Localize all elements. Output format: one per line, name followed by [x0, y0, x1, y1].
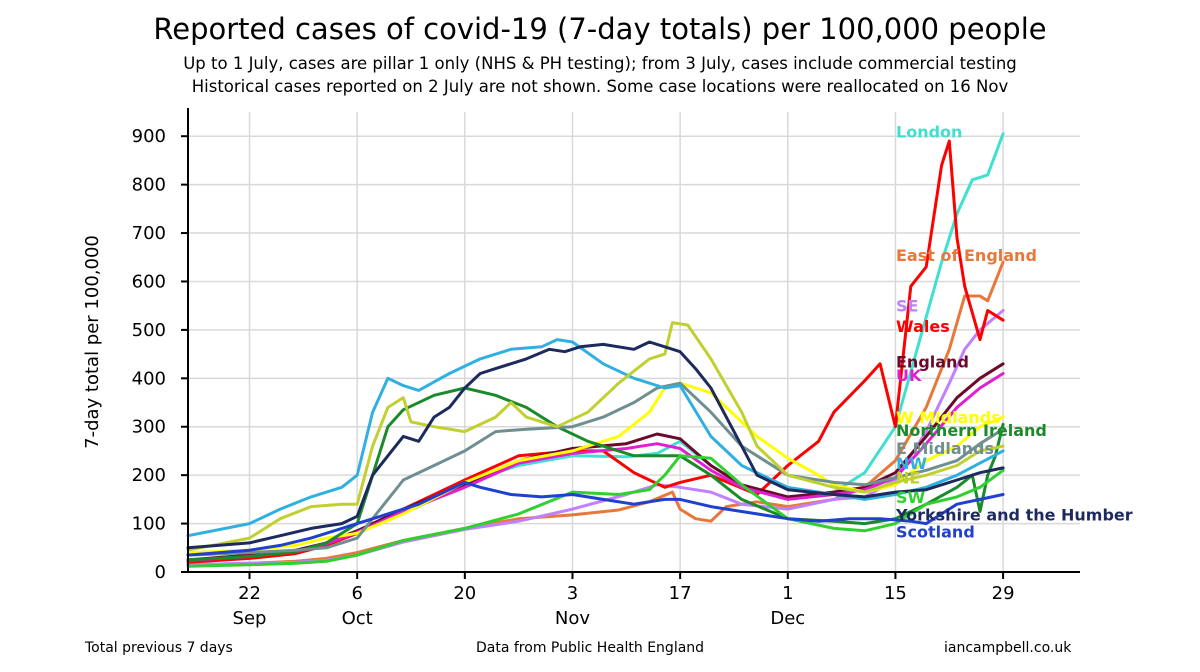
y-tick-label: 600	[132, 271, 166, 292]
x-tick-label: 3	[567, 583, 578, 604]
y-tick-label: 0	[155, 562, 166, 583]
x-tick-label: 15	[884, 583, 907, 604]
y-tick-label: 100	[132, 514, 166, 535]
y-tick-label: 500	[132, 320, 166, 341]
y-tick-label: 700	[132, 223, 166, 244]
series-label: Yorkshire and the Humber	[895, 505, 1133, 524]
series-label: UK	[896, 366, 922, 385]
y-tick-label: 900	[132, 126, 166, 147]
x-tick-label: 20	[453, 583, 476, 604]
series-label: E Midlands	[896, 439, 994, 458]
footer-source: Data from Public Health England	[476, 640, 705, 656]
series-line-sw	[186, 454, 1005, 568]
series-label: London	[896, 122, 962, 141]
x-tick-month-label: Sep	[233, 608, 267, 629]
series-line-uk	[186, 372, 1005, 562]
series-line-nw	[186, 338, 1005, 538]
series-label: NE	[896, 469, 920, 488]
y-tick-label: 800	[132, 175, 166, 196]
chart-title: Reported cases of covid-19 (7-day totals…	[153, 12, 1047, 46]
series-label: Scotland	[896, 522, 975, 541]
series-line-england	[186, 362, 1005, 562]
x-tick-label: 22	[238, 583, 261, 604]
series-label: England	[896, 352, 969, 371]
x-tick-label: 17	[669, 583, 692, 604]
x-tick-label: 6	[351, 583, 362, 604]
y-tick-label: 300	[132, 417, 166, 438]
x-tick-month-label: Dec	[770, 608, 805, 629]
series-label: W Midlands	[896, 408, 1001, 427]
series-label: NW	[896, 454, 927, 473]
series-label: Northern Ireland	[896, 421, 1047, 440]
series-label: East of England	[896, 246, 1037, 265]
y-axis-title: 7-day total per 100,000	[82, 235, 103, 449]
series-line-ne	[186, 321, 1005, 552]
series-label: SE	[896, 297, 918, 316]
x-tick-month-label: Nov	[555, 608, 590, 629]
series-label: SW	[896, 488, 926, 507]
series-lines	[186, 132, 1005, 568]
series-line-east-of-england	[186, 260, 1005, 567]
chart-subtitle-line-2: Historical cases reported on 2 July are …	[191, 77, 1009, 96]
x-tick-label: 1	[782, 583, 793, 604]
footer-credit: iancampbell.co.uk	[944, 640, 1072, 656]
x-tick-month-label: Oct	[342, 608, 373, 629]
series-line-e-midlands	[186, 381, 1005, 557]
series-line-yorkshire-and-the-humber	[186, 340, 1005, 550]
axes: 0 100 200 300 400 500 600 700 800 900 22 Sep 6 Oct 20 3…	[82, 108, 1080, 629]
y-tick-label: 200	[132, 465, 166, 486]
chart-subtitle-line-1: Up to 1 July, cases are pillar 1 only (N…	[183, 54, 1017, 73]
series-label: Wales	[896, 317, 950, 336]
series-line-scotland	[186, 480, 1005, 557]
x-tick-label: 29	[992, 583, 1015, 604]
footer-note: Total previous 7 days	[85, 640, 233, 656]
y-tick-label: 400	[132, 368, 166, 389]
